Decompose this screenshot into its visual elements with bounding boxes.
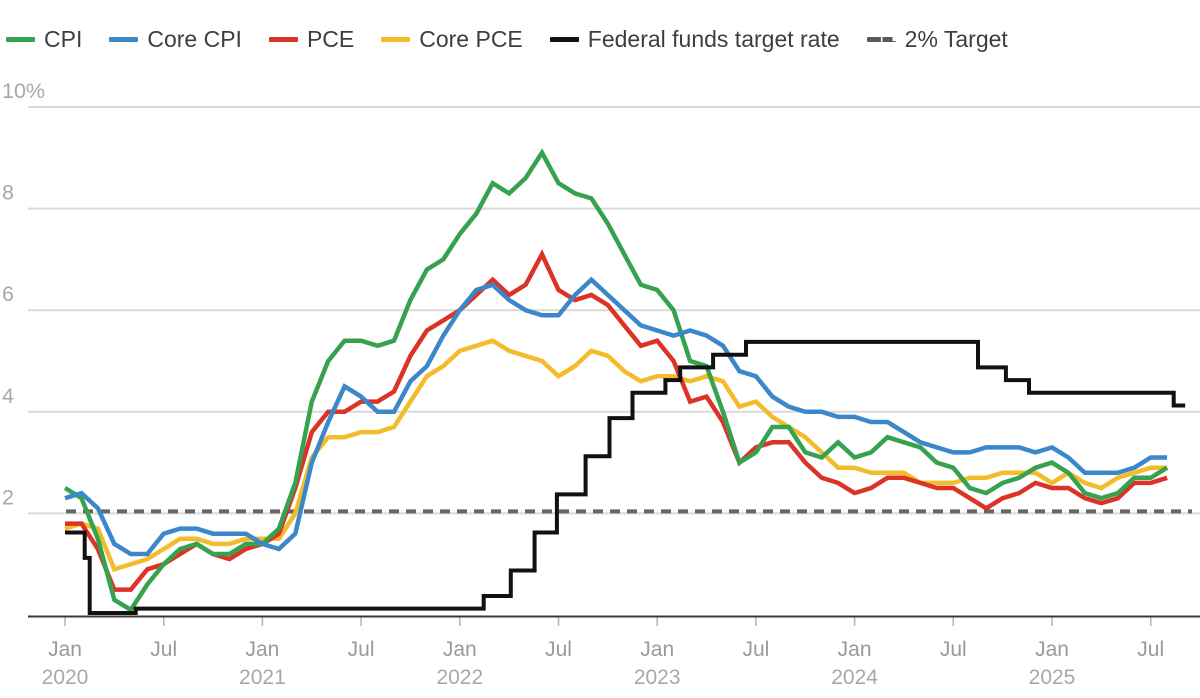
x-axis-month-label: Jul xyxy=(940,638,967,661)
legend-item-pce: PCE xyxy=(268,25,355,53)
legend-label: 2% Target xyxy=(904,25,1008,52)
x-axis-year-label: 2025 xyxy=(1029,666,1076,689)
legend-label: CPI xyxy=(44,25,83,52)
x-axis-month-label: Jan xyxy=(48,638,82,661)
core-cpi-line xyxy=(64,276,1168,557)
line-swatch-icon xyxy=(6,36,35,42)
dashed-line-swatch-icon xyxy=(866,36,896,42)
legend-item-core-cpi: Core CPI xyxy=(109,26,242,53)
y-axis-label: 4 xyxy=(2,384,14,408)
x-axis-month-label: Jul xyxy=(742,638,769,661)
legend-item-2-target: 2% Target xyxy=(866,25,1008,53)
cpi-line xyxy=(63,148,1169,613)
x-axis-year-label: 2021 xyxy=(239,666,286,689)
x-axis-year-label: 2020 xyxy=(42,666,89,689)
legend-label: Core CPI xyxy=(147,25,242,52)
x-axis-month-label: Jul xyxy=(348,638,375,661)
legend-label: Federal funds target rate xyxy=(587,25,840,52)
legend: CPI Core CPI PCE Core PCE Federal funds targ… xyxy=(6,24,1008,54)
x-axis-year-label: 2023 xyxy=(634,666,681,689)
x-axis-month-label: Jul xyxy=(545,638,572,661)
y-axis-label: 6 xyxy=(2,282,14,306)
legend-label: PCE xyxy=(306,25,355,52)
line-swatch-icon xyxy=(549,36,579,42)
line-swatch-icon xyxy=(268,36,298,42)
x-axis-month-label: Jan xyxy=(245,638,279,661)
line-swatch-icon xyxy=(381,36,411,42)
y-axis-label: 2 xyxy=(2,485,14,509)
x-axis-month-label: Jul xyxy=(150,638,177,661)
x-axis-year-label: 2024 xyxy=(831,666,878,689)
x-axis-month-label: Jan xyxy=(640,638,674,661)
x-axis-month-label: Jan xyxy=(838,638,872,661)
legend-item-federal-funds-target-rate: Federal funds target rate xyxy=(549,25,840,53)
x-axis-year-label: 2022 xyxy=(436,666,483,689)
y-axis-label: 10% xyxy=(2,79,45,103)
legend-item-cpi: CPI xyxy=(6,26,82,53)
line-swatch-icon xyxy=(109,36,139,42)
pce-line xyxy=(65,249,1168,592)
x-axis-month-label: Jul xyxy=(1137,638,1164,661)
federal-funds-target-rate-line xyxy=(65,339,1186,615)
x-axis-month-label: Jan xyxy=(443,638,477,661)
y-axis-label: 8 xyxy=(2,181,14,205)
legend-item-core-pce: Core PCE xyxy=(381,26,523,53)
core-pce-line xyxy=(64,338,1168,573)
x-axis-month-label: Jan xyxy=(1035,638,1069,661)
legend-label: Core PCE xyxy=(419,25,523,52)
